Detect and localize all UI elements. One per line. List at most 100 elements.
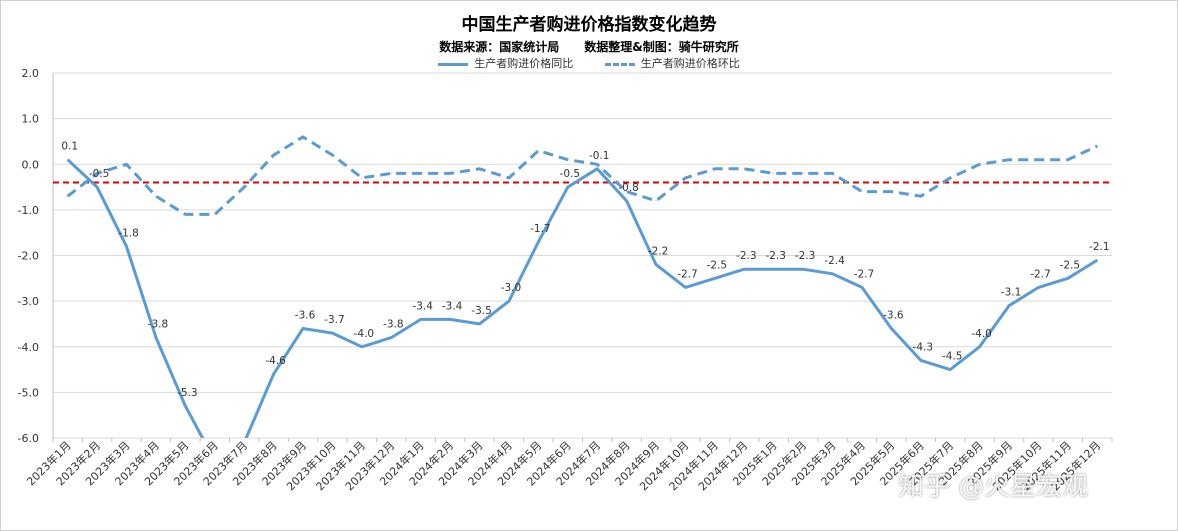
data-label: -2.1 (1089, 241, 1110, 253)
data-point-mom (273, 154, 275, 156)
data-point-mom (802, 172, 804, 174)
data-point-mom (390, 172, 392, 174)
data-point-mom (655, 200, 657, 202)
data-point-mom (449, 172, 451, 174)
data-point-yoy (1067, 277, 1069, 279)
data-label: -2.5 (707, 259, 728, 271)
data-point-yoy (684, 286, 686, 288)
y-tick-label: 2.0 (22, 67, 40, 80)
data-label: -2.7 (1030, 268, 1051, 280)
data-point-mom (920, 195, 922, 197)
data-point-yoy (273, 373, 275, 375)
data-point-mom (1067, 159, 1069, 161)
y-tick-label: -6.0 (18, 432, 39, 445)
y-tick-label: -4.0 (18, 341, 39, 354)
data-point-yoy (479, 323, 481, 325)
data-point-yoy (155, 337, 157, 339)
data-label: -3.4 (412, 300, 433, 312)
data-point-mom (626, 191, 628, 193)
data-label: -3.4 (442, 300, 463, 312)
data-point-mom (302, 136, 304, 138)
data-point-yoy (714, 277, 716, 279)
data-point-mom (67, 195, 69, 197)
data-point-mom (979, 163, 981, 165)
data-point-yoy (1037, 286, 1039, 288)
data-label: -3.0 (501, 282, 522, 294)
y-tick-label: 0.0 (22, 158, 40, 171)
data-label: -4.0 (354, 328, 375, 340)
data-point-yoy (67, 159, 69, 161)
y-tick-label: -3.0 (18, 295, 39, 308)
data-point-mom (420, 172, 422, 174)
data-point-yoy (596, 168, 598, 170)
data-point-yoy (302, 328, 304, 329)
data-label: -2.4 (824, 255, 845, 267)
data-label: -3.5 (471, 305, 492, 317)
data-point-mom (1096, 145, 1098, 147)
chart-title: 中国生产者购进价格指数变化趋势 (461, 15, 717, 35)
data-label: -0.5 (560, 168, 581, 180)
data-point-mom (155, 195, 157, 197)
y-tick-label: -1.0 (18, 204, 39, 217)
data-label: -2.3 (795, 250, 816, 262)
data-point-yoy (567, 186, 569, 188)
data-point-yoy (361, 346, 363, 348)
data-label: -4.6 (265, 355, 286, 367)
data-point-mom (1008, 159, 1010, 161)
data-label: -2.3 (765, 250, 786, 262)
data-label: -3.6 (295, 310, 316, 322)
data-label: -4.0 (971, 328, 992, 340)
data-point-yoy (626, 200, 628, 202)
data-point-mom (949, 177, 951, 179)
data-label: 0.1 (61, 141, 78, 153)
data-point-yoy (832, 273, 834, 275)
data-point-yoy (96, 186, 98, 188)
data-label: -2.5 (1060, 259, 1081, 271)
data-label: -0.8 (618, 182, 639, 194)
data-point-yoy (184, 405, 186, 407)
data-point-mom (331, 154, 333, 156)
data-label: -3.1 (1001, 287, 1022, 299)
data-point-mom (861, 191, 863, 193)
legend-label-yoy: 生产者购进价格同比 (474, 57, 574, 70)
data-label: -2.7 (854, 268, 875, 280)
data-point-mom (508, 177, 510, 179)
legend-dashed-line-swatch (604, 62, 635, 66)
data-label: -0.1 (589, 150, 610, 162)
data-point-yoy (537, 241, 539, 243)
data-point-mom (214, 213, 216, 215)
legend: 生产者购进价格同比 生产者购进价格环比 (0, 55, 1178, 71)
legend-item-mom: 生产者购进价格环比 (604, 55, 740, 71)
data-point-mom (890, 191, 892, 193)
legend-label-mom: 生产者购进价格环比 (640, 57, 740, 70)
data-point-mom (567, 159, 569, 161)
data-point-yoy (890, 328, 892, 329)
series-line-mom (66, 135, 1098, 216)
data-label: -3.7 (324, 314, 345, 326)
data-point-yoy (743, 268, 745, 270)
data-point-mom (96, 172, 98, 174)
data-point-yoy (979, 346, 981, 348)
data-point-mom (596, 163, 598, 165)
data-label: -2.7 (677, 268, 698, 280)
legend-item-yoy: 生产者购进价格同比 (438, 55, 573, 71)
data-point-yoy (390, 337, 392, 339)
data-point-yoy (861, 286, 863, 288)
data-label: -4.5 (942, 351, 963, 363)
legend-solid-line-swatch (438, 62, 469, 66)
data-point-mom (361, 177, 363, 179)
data-label: -3.8 (383, 319, 404, 331)
data-point-yoy (920, 359, 922, 361)
data-point-yoy (802, 268, 804, 270)
data-point-yoy (508, 300, 510, 302)
data-point-yoy (655, 264, 657, 266)
y-tick-label: -2.0 (18, 250, 39, 263)
data-point-yoy (949, 369, 951, 371)
data-label: -2.2 (648, 246, 669, 258)
watermark: 知乎 @火星宏观 (898, 472, 1089, 502)
data-point-mom (479, 168, 481, 170)
data-label: -1.7 (530, 223, 551, 235)
data-point-mom (714, 168, 716, 170)
data-point-mom (832, 172, 834, 174)
